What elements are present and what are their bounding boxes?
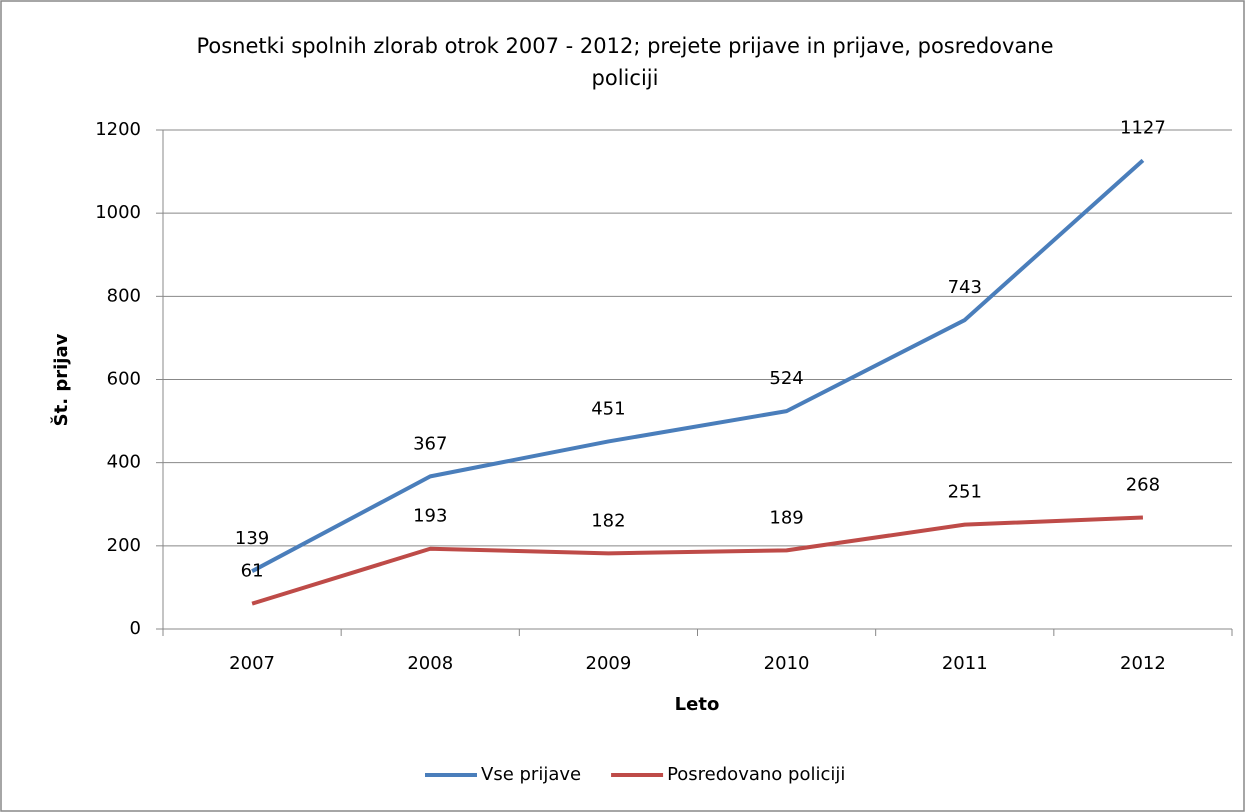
- data-label: 182: [591, 510, 625, 531]
- x-tick-label: 2009: [586, 653, 632, 674]
- y-tick-label: 1000: [95, 202, 141, 223]
- y-tick-label: 1200: [95, 119, 141, 140]
- x-tick-label: 2012: [1120, 653, 1166, 674]
- y-tick-label: 400: [107, 452, 141, 473]
- x-tick-label: 2011: [942, 653, 988, 674]
- data-label: 193: [413, 506, 447, 527]
- data-label: 743: [948, 277, 982, 298]
- data-label: 251: [948, 482, 982, 503]
- legend-label: Vse prijave: [481, 764, 581, 785]
- legend-label: Posredovano policiji: [667, 764, 845, 785]
- x-tick-label: 2008: [407, 653, 453, 674]
- x-tick-label: 2007: [229, 653, 275, 674]
- y-axis-title: Št. prijav: [50, 333, 72, 426]
- series-line: [251, 515, 1143, 606]
- data-label: 367: [413, 433, 447, 454]
- x-tick-label: 2010: [764, 653, 810, 674]
- data-label: 61: [241, 561, 264, 582]
- y-tick-label: 200: [107, 535, 141, 556]
- data-label: 268: [1126, 475, 1160, 496]
- y-tick-label: 800: [107, 285, 141, 306]
- data-label: 524: [769, 368, 803, 389]
- series-line: [251, 158, 1145, 573]
- chart-title: Posnetki spolnih zlorab otrok 2007 - 201…: [196, 34, 1054, 90]
- y-tick-label: 600: [107, 369, 141, 390]
- x-axis-title: Leto: [675, 694, 720, 715]
- data-label: 189: [769, 507, 803, 528]
- y-tick-label: 0: [130, 618, 141, 639]
- data-label: 451: [591, 398, 625, 419]
- data-label: 139: [235, 528, 269, 549]
- data-label: 1127: [1120, 117, 1166, 138]
